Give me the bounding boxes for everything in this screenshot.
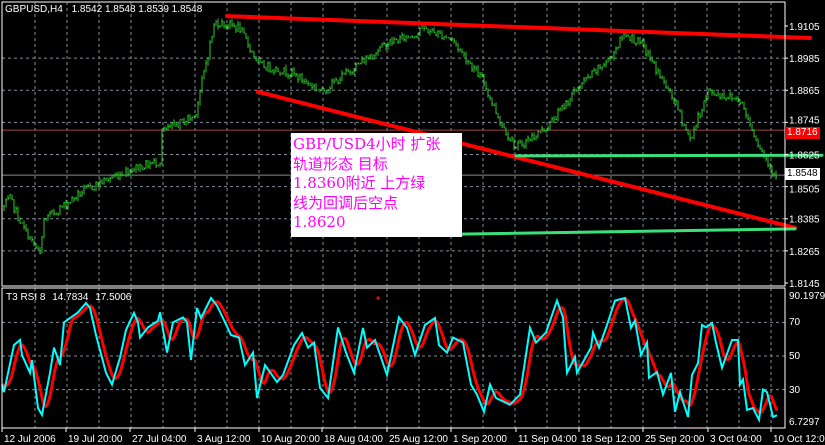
price-axis-label: 1.8745 [789, 115, 820, 126]
trendline-green [514, 153, 824, 158]
price-bars [3, 18, 777, 255]
rsi-marker-dot [376, 296, 380, 300]
time-axis-label: 10 Oct 12:00 [773, 434, 825, 445]
rsi-value-signal: 17.5006 [95, 292, 132, 303]
rsi-panel-frame [1, 287, 786, 429]
price-label-current: 1.8548 [785, 168, 820, 180]
price-axis-label: 1.8505 [789, 185, 820, 196]
rsi-indicator [1, 296, 779, 424]
time-axis-label: 27 Jul 04:00 [132, 434, 187, 445]
time-axis-label: 12 Jul 2006 [4, 434, 56, 445]
price-axis-label: 1.8625 [789, 150, 820, 161]
trendline-red [225, 14, 812, 41]
trendline-red [256, 89, 797, 230]
rsi-axis-label: 50 [789, 351, 801, 362]
rsi-value-main: 14.7834 [52, 292, 89, 303]
time-axis-label: 18 Sep 12:00 [581, 434, 641, 445]
rsi-axis-label: 30 [789, 385, 801, 396]
symbol-label: GBPUSD,H4 [5, 4, 63, 15]
rsi-axis-label: 70 [789, 317, 801, 328]
time-axis-label: 3 Aug 12:00 [197, 434, 251, 445]
main-panel-frame [1, 1, 786, 287]
rsi-axis-label: 6.7297 [789, 417, 820, 428]
chart-header: GBPUSD,H4 1.8542 1.8548 1.8539 1.8548 [5, 4, 203, 15]
time-axis-label: 25 Aug 12:00 [389, 434, 448, 445]
price-axis-label: 1.8145 [789, 279, 820, 290]
rsi-title: T3 RSI 8 [6, 292, 46, 303]
time-axis-label: 19 Jul 20:00 [68, 434, 123, 445]
time-axis-label: 3 Oct 04:00 [710, 434, 762, 445]
time-axis-label: 1 Sep 20:00 [453, 434, 507, 445]
time-axis-label: 10 Aug 20:00 [261, 434, 320, 445]
price-axis-label: 1.8985 [789, 54, 820, 65]
price-label-1-8716: 1.8716 [785, 127, 820, 139]
rsi-header: T3 RSI 8 14.7834 17.5006 [6, 292, 132, 303]
price-axis-label: 1.9105 [789, 22, 820, 33]
price-axis-label: 1.8865 [789, 86, 820, 97]
rsi-main-line [1, 296, 778, 424]
time-axis-label: 11 Sep 04:00 [518, 434, 577, 445]
price-axis-label: 1.8265 [789, 247, 820, 258]
annotation-text-box[interactable]: GBP/USD4小时 扩张 轨道形态 目标 1.8360附近 上方绿 线为回调后… [291, 133, 462, 237]
ohlc-readout: 1.8542 1.8548 1.8539 1.8548 [72, 4, 203, 15]
time-axis-label: 25 Sep 20:00 [645, 434, 705, 445]
price-axis-label: 1.8385 [789, 215, 820, 226]
time-axis-label: 18 Aug 04:00 [324, 434, 383, 445]
rsi-axis-label: 90.1979 [789, 291, 825, 302]
